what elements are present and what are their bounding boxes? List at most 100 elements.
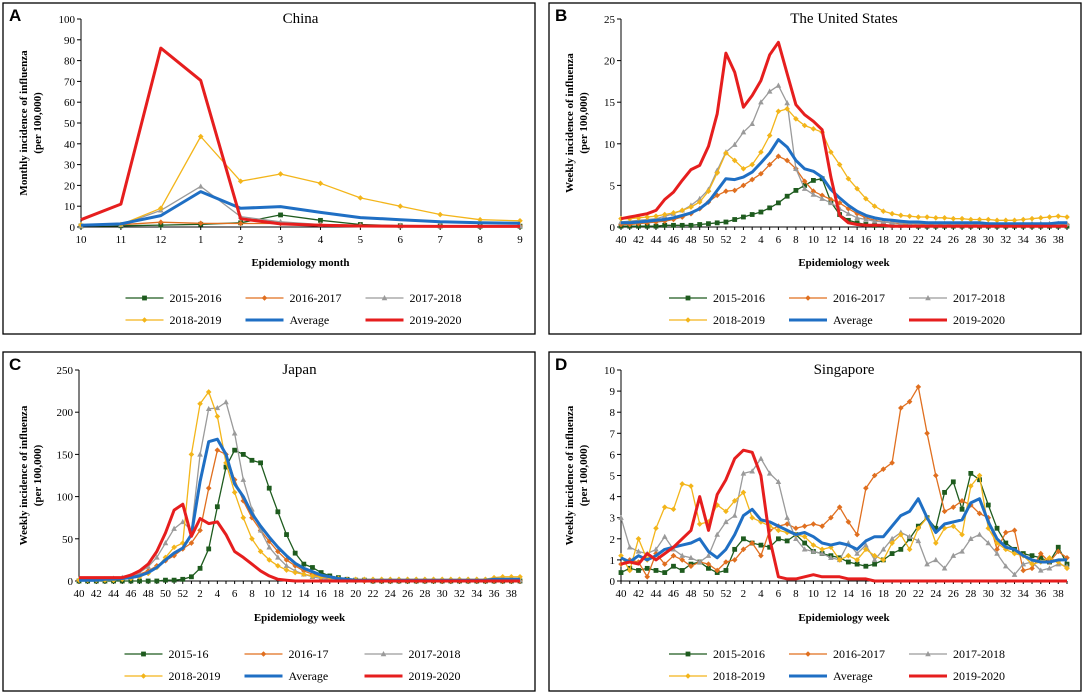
- x-tick-label: 48: [143, 588, 155, 600]
- legend-label: 2019-2020: [410, 313, 462, 327]
- series-line: [79, 449, 520, 582]
- data-point: [758, 209, 764, 215]
- x-tick-label: 12: [825, 234, 836, 246]
- legend-marker: [925, 295, 931, 301]
- data-point: [626, 544, 633, 550]
- x-tick-label: 12: [155, 234, 166, 246]
- legend-item: Average: [789, 313, 873, 327]
- x-tick-label: 9: [517, 234, 523, 246]
- y-tick-label: 8: [610, 407, 616, 419]
- x-tick-label: 16: [860, 588, 872, 600]
- data-point: [706, 221, 711, 227]
- y-tick-label: 250: [57, 365, 74, 377]
- x-tick-label: 48: [685, 588, 697, 600]
- data-point: [924, 214, 930, 220]
- data-point: [197, 565, 203, 571]
- data-point: [158, 219, 164, 226]
- legend-label: 2016-17: [289, 647, 329, 661]
- data-point: [828, 149, 834, 155]
- x-tick-label: 10: [76, 234, 88, 246]
- x-tick-label: 40: [616, 588, 628, 600]
- data-point: [214, 447, 221, 453]
- data-point: [688, 554, 694, 560]
- legend-label: 2018-2019: [169, 669, 221, 683]
- y-tick-label: 0: [610, 222, 616, 234]
- data-point: [758, 552, 764, 559]
- y-tick-label: 20: [604, 56, 616, 68]
- data-point: [776, 200, 781, 206]
- data-point: [318, 217, 323, 223]
- x-axis-label: Epidemiology week: [254, 612, 346, 624]
- legend-label: 2016-2017: [833, 647, 885, 661]
- legend-label: 2017-2018: [409, 647, 461, 661]
- data-point: [1046, 565, 1053, 571]
- data-point: [232, 447, 238, 453]
- legend-marker: [140, 673, 147, 679]
- data-point: [950, 552, 957, 558]
- data-point: [740, 182, 747, 189]
- legend-item: 2017-2018: [909, 647, 1005, 661]
- data-point: [749, 176, 755, 183]
- data-point: [275, 563, 281, 569]
- data-point: [898, 546, 904, 552]
- legend-marker: [805, 651, 811, 657]
- legend-label: 2018-2019: [713, 669, 765, 683]
- series-line: [79, 502, 520, 583]
- data-point: [741, 536, 746, 542]
- data-point: [749, 161, 755, 168]
- data-point: [775, 108, 782, 115]
- x-tick-label: 4: [215, 588, 221, 600]
- data-point: [705, 561, 712, 567]
- data-point: [793, 525, 799, 532]
- legend: 2015-2016 2016-2017 2017-2018 2018-2019 Aver…: [669, 647, 1005, 683]
- data-point: [976, 531, 983, 537]
- data-point: [240, 452, 246, 457]
- x-tick-label: 1: [198, 234, 204, 246]
- series-2018-2019: [618, 106, 1070, 224]
- y-axis-label: Monthly incidence of influenza (per 100,0…: [18, 50, 44, 196]
- legend-marker: [141, 651, 146, 657]
- legend-item: 2016-2017: [245, 291, 342, 305]
- chart-title: Singapore: [814, 362, 875, 378]
- data-point: [766, 470, 773, 476]
- data-point: [775, 153, 782, 160]
- legend-label: 2019-2020: [953, 669, 1005, 683]
- chart-title: China: [283, 11, 319, 27]
- data-point: [968, 216, 974, 223]
- data-point: [206, 546, 212, 552]
- x-tick-label: 24: [930, 234, 942, 246]
- y-axis-label: Weekly incidence of influenza (per 100,00…: [564, 53, 590, 193]
- data-point: [1011, 527, 1018, 534]
- data-point: [1011, 571, 1018, 577]
- data-point: [223, 399, 229, 405]
- series-2019-2020: [620, 448, 1067, 583]
- data-point: [994, 217, 1000, 224]
- data-point: [714, 531, 720, 537]
- data-point: [845, 175, 852, 182]
- legend-item: 2017-2018: [365, 291, 462, 305]
- data-point: [162, 554, 169, 561]
- data-point: [994, 546, 1000, 553]
- data-point: [732, 217, 738, 222]
- data-point: [749, 468, 755, 474]
- data-point: [749, 120, 755, 127]
- data-point: [906, 546, 913, 553]
- y-tick-label: 60: [64, 97, 76, 109]
- data-point: [696, 199, 703, 205]
- data-point: [924, 561, 930, 567]
- data-point: [723, 188, 729, 195]
- data-point: [636, 568, 641, 573]
- data-point: [784, 514, 790, 520]
- data-point: [950, 215, 957, 222]
- legend: 2015-16 2016-17 2017-2018 2018-2019 Average 2…: [124, 647, 461, 683]
- series-line: [80, 46, 520, 228]
- legend-item: Average: [245, 313, 329, 327]
- data-point: [898, 531, 904, 538]
- data-point: [801, 533, 808, 540]
- data-point: [819, 192, 825, 199]
- x-tick-label: 40: [74, 588, 86, 600]
- legend-item: Average: [789, 669, 873, 683]
- data-point: [357, 195, 364, 201]
